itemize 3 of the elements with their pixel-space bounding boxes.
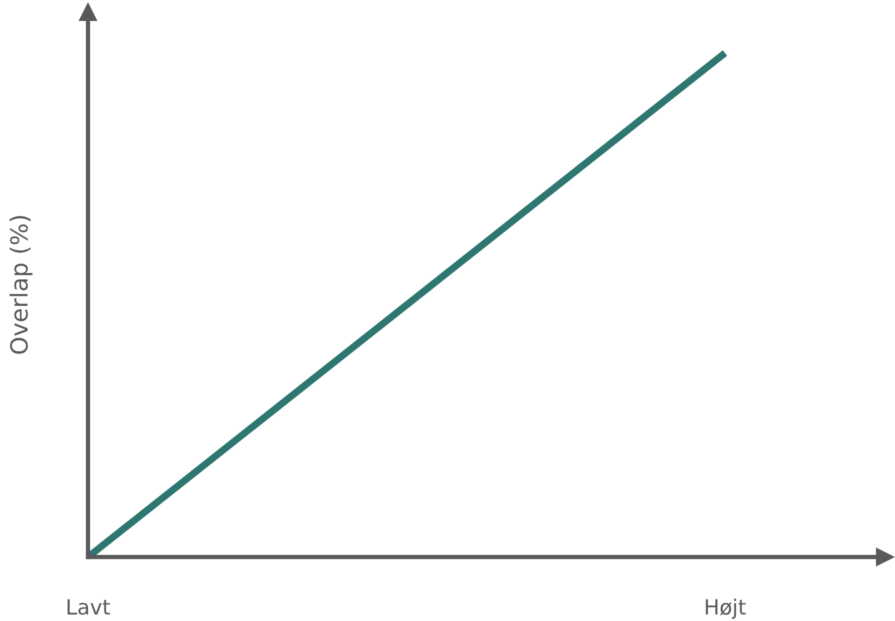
y-axis-title: Overlap (%) — [10, 216, 32, 354]
x-tick-label: Højt — [706, 598, 746, 619]
x-tick-label: Lavt — [68, 599, 110, 615]
